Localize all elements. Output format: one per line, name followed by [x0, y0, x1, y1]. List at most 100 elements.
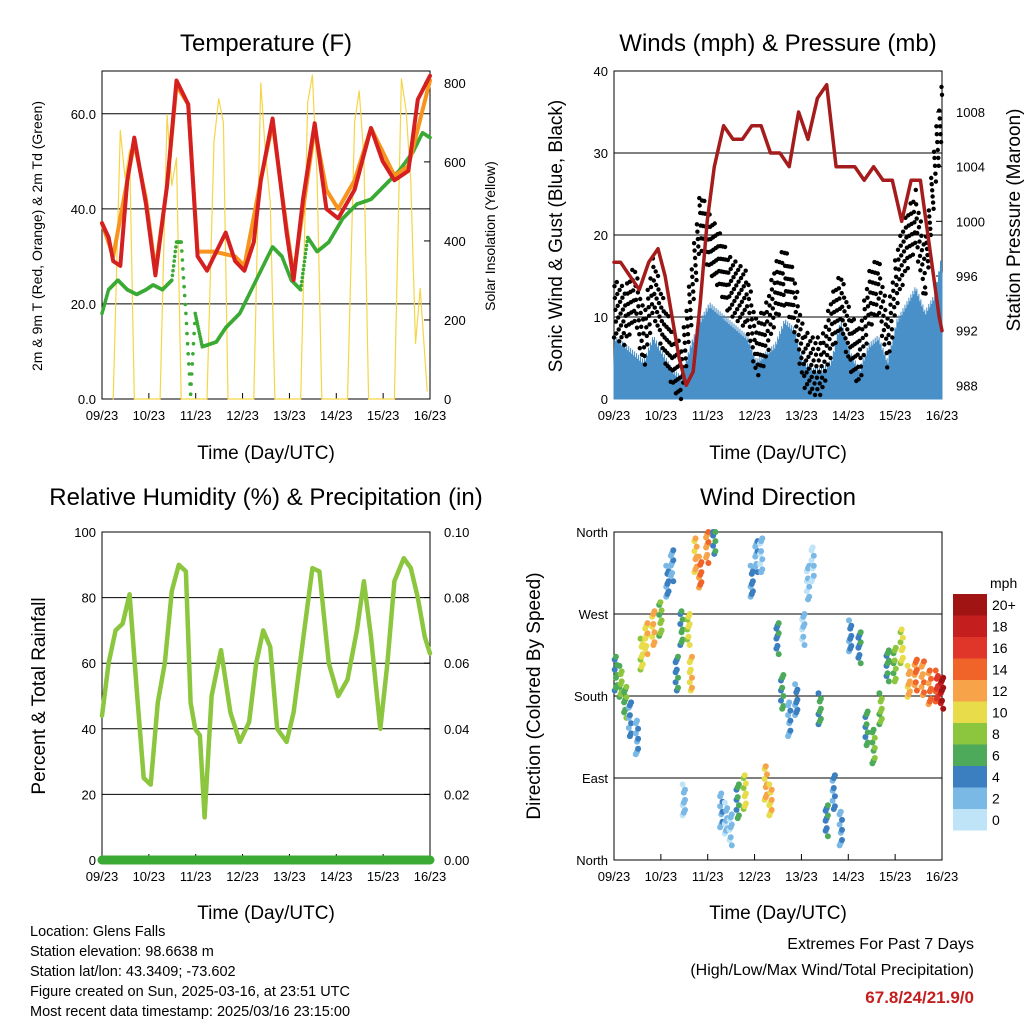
gust-point: [750, 331, 755, 336]
dewpoint-point: [184, 311, 188, 316]
gust-point: [938, 139, 944, 145]
gust-point: [726, 282, 731, 287]
gust-point: [613, 307, 618, 312]
gust-point: [617, 287, 622, 293]
gust-point: [920, 262, 925, 267]
direction-point: [686, 621, 693, 627]
gust-point: [657, 314, 662, 319]
dewpoint-point: [181, 276, 186, 280]
dewpoint-point: [172, 254, 177, 259]
winds-title: Winds (mph) & Pressure (mb): [619, 30, 936, 57]
gust-point: [801, 350, 806, 355]
gust-point: [939, 84, 944, 90]
gust-point: [616, 327, 621, 332]
direction-ytick-label: North: [576, 853, 608, 868]
gust-point: [748, 338, 753, 343]
gust-point: [845, 327, 850, 332]
gust-point: [780, 260, 785, 266]
gust-point: [901, 249, 907, 254]
gust-point: [678, 387, 683, 393]
direction-point: [644, 620, 651, 627]
gust-point: [844, 300, 849, 305]
direction-point: [658, 607, 665, 614]
dewpoint-point: [300, 279, 304, 284]
gust-point: [879, 319, 884, 324]
gust-point: [693, 270, 699, 275]
gust-point: [823, 324, 828, 329]
gust-point: [748, 289, 753, 294]
info-location: Location: Glens Falls: [30, 924, 166, 940]
dewpoint-point: [180, 249, 184, 253]
gust-point: [926, 265, 931, 270]
gust-point: [753, 365, 758, 370]
direction-point: [864, 739, 871, 746]
gust-point: [646, 305, 651, 310]
direction-point: [921, 689, 927, 696]
gust-point: [933, 179, 939, 184]
direction-point: [679, 616, 686, 623]
direction-point: [639, 661, 646, 668]
gust-point: [728, 266, 733, 272]
gust-point: [838, 327, 843, 332]
gust-point: [800, 321, 805, 326]
gust-point: [815, 335, 820, 340]
direction-point: [705, 560, 712, 566]
speed-colorbar-label: 16: [992, 640, 1008, 656]
speed-colorbar-swatch: [953, 723, 987, 745]
gust-point: [878, 305, 884, 310]
gust-point: [817, 381, 822, 386]
direction-point: [932, 667, 939, 674]
direction-point: [780, 672, 787, 678]
info-created: Figure created on Sun, 2025-03-16, at 23…: [30, 984, 350, 1000]
gust-point: [619, 335, 624, 340]
gust-point: [733, 271, 738, 276]
gust-point: [863, 324, 868, 329]
gust-point: [886, 341, 892, 346]
direction-point: [864, 708, 871, 715]
gust-point: [900, 282, 905, 288]
direction-point: [651, 639, 658, 646]
humidity-xtick-label: 12/23: [226, 869, 259, 884]
gust-point: [880, 299, 886, 304]
gust-point: [784, 251, 790, 256]
gust-point: [766, 338, 771, 343]
speed-colorbar-swatch: [953, 809, 987, 831]
direction-point: [775, 620, 782, 627]
gust-point: [932, 155, 937, 161]
gust-point: [803, 346, 808, 351]
gust-point: [729, 302, 735, 307]
direction-point: [928, 685, 934, 692]
gust-point: [813, 352, 819, 357]
gust-point: [865, 295, 870, 300]
gust-point: [653, 269, 658, 274]
direction-point: [857, 639, 864, 646]
gust-point: [652, 291, 657, 297]
gust-point: [913, 187, 918, 193]
gust-point: [827, 346, 833, 351]
dewpoint-point: [187, 362, 191, 366]
gust-point: [644, 325, 649, 330]
gust-point: [926, 208, 932, 213]
direction-point: [635, 725, 642, 732]
gust-point: [769, 287, 775, 292]
direction-point: [800, 633, 807, 640]
pressure-line: [612, 82, 944, 388]
gust-point: [639, 338, 644, 343]
gust-point: [776, 312, 782, 317]
gust-point: [622, 342, 627, 348]
gust-point: [885, 324, 891, 329]
temperature-ytick-label: 20.0: [71, 297, 96, 312]
gust-point: [899, 253, 904, 258]
gust-point: [922, 285, 928, 290]
dewpoint-point: [428, 135, 432, 140]
gust-point: [862, 307, 867, 312]
direction-point: [698, 569, 705, 576]
speed-legend-title: mph: [990, 575, 1017, 591]
gust-point: [761, 364, 766, 369]
gust-point: [617, 299, 623, 304]
gust-point: [819, 364, 824, 369]
direction-point: [857, 629, 864, 636]
gust-point: [795, 318, 801, 323]
gust-point: [801, 361, 806, 367]
direction-point: [863, 721, 870, 728]
